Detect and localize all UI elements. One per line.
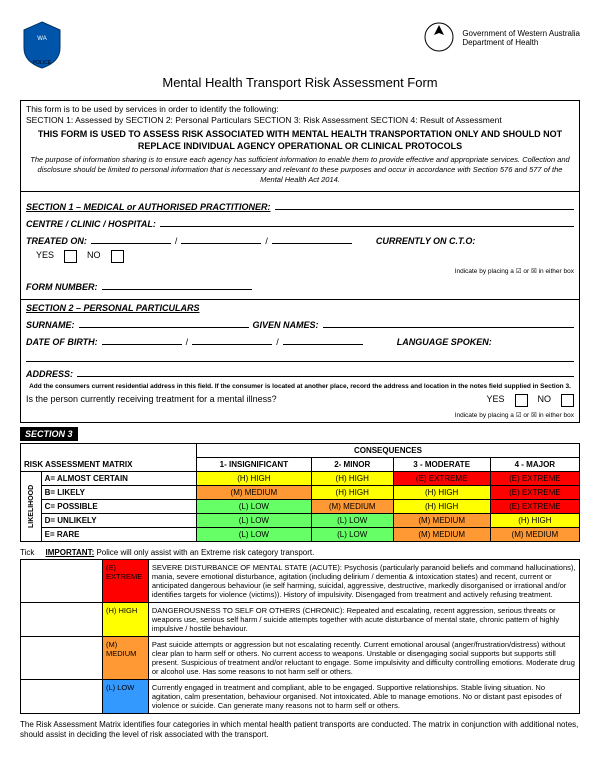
hint-2: Indicate by placing a ☑ or ☒ in either b… <box>26 411 574 419</box>
centre-input[interactable] <box>160 216 574 227</box>
svg-text:POLICE: POLICE <box>33 60 52 66</box>
cto-yes-checkbox[interactable] <box>64 250 77 263</box>
header: WA POLICE Government of Western Australia… <box>20 20 580 70</box>
s2-header: SECTION 2 – PERSONAL PARTICULARS <box>26 303 574 313</box>
cto-no-checkbox[interactable] <box>111 250 124 263</box>
tick-box[interactable] <box>21 602 103 636</box>
treated-m[interactable] <box>181 233 261 244</box>
treatment-q: Is the person currently receiving treatm… <box>26 394 277 404</box>
tick-box[interactable] <box>21 636 103 679</box>
surname-input[interactable] <box>79 317 249 328</box>
treat-yes-checkbox[interactable] <box>515 394 528 407</box>
section-1: SECTION 1 – MEDICAL or AUTHORISED PRACTI… <box>20 192 580 300</box>
form-title: Mental Health Transport Risk Assessment … <box>20 75 580 90</box>
tick-box[interactable] <box>21 679 103 713</box>
treat-no-checkbox[interactable] <box>561 394 574 407</box>
risk-matrix: RISK ASSESSMENT MATRIXCONSEQUENCES 1- IN… <box>20 443 580 542</box>
usage-text: THIS FORM IS USED TO ASSESS RISK ASSOCIA… <box>26 129 574 152</box>
intro-text: This form is to be used by services in o… <box>26 104 574 115</box>
gov-logo: Government of Western AustraliaDepartmen… <box>422 20 580 55</box>
dob-y[interactable] <box>283 334 363 345</box>
police-logo: WA POLICE <box>20 20 65 70</box>
treated-d[interactable] <box>91 233 171 244</box>
purpose-text: The purpose of information sharing is to… <box>26 155 574 184</box>
form-num-input[interactable] <box>102 279 252 290</box>
risk-descriptions: (E) EXTREMESEVERE DISTURBANCE OF MENTAL … <box>20 559 580 714</box>
footer-text: The Risk Assessment Matrix identifies fo… <box>20 720 580 741</box>
addr-note: Add the consumers current residential ad… <box>26 383 574 390</box>
s3-header: SECTION 3 <box>20 427 78 441</box>
cto-label: CURRENTLY ON C.T.O: <box>376 236 476 246</box>
dept-text: Department of Health <box>462 38 580 47</box>
tick-box[interactable] <box>21 559 103 602</box>
dob-d[interactable] <box>102 334 182 345</box>
hint-1: Indicate by placing a ☑ or ☒ in either b… <box>26 267 574 275</box>
given-input[interactable] <box>323 317 574 328</box>
sections-list: SECTION 1: Assessed by SECTION 2: Person… <box>26 115 574 126</box>
svg-text:WA: WA <box>37 36 46 42</box>
intro-box: This form is to be used by services in o… <box>20 100 580 192</box>
treated-y[interactable] <box>272 233 352 244</box>
lang-input[interactable] <box>26 351 574 362</box>
section-2: SECTION 2 – PERSONAL PARTICULARS SURNAME… <box>20 300 580 423</box>
section-3: SECTION 3 RISK ASSESSMENT MATRIXCONSEQUE… <box>20 427 580 714</box>
s1-header: SECTION 1 – MEDICAL or AUTHORISED PRACTI… <box>26 202 271 212</box>
gov-text: Government of Western Australia <box>462 29 580 38</box>
treated-label: TREATED ON: <box>26 236 87 246</box>
addr-input[interactable] <box>77 366 574 377</box>
practitioner-input[interactable] <box>275 199 574 210</box>
form-num-label: FORM NUMBER: <box>26 282 98 292</box>
centre-label: CENTRE / CLINIC / HOSPITAL: <box>26 219 156 229</box>
dob-m[interactable] <box>192 334 272 345</box>
